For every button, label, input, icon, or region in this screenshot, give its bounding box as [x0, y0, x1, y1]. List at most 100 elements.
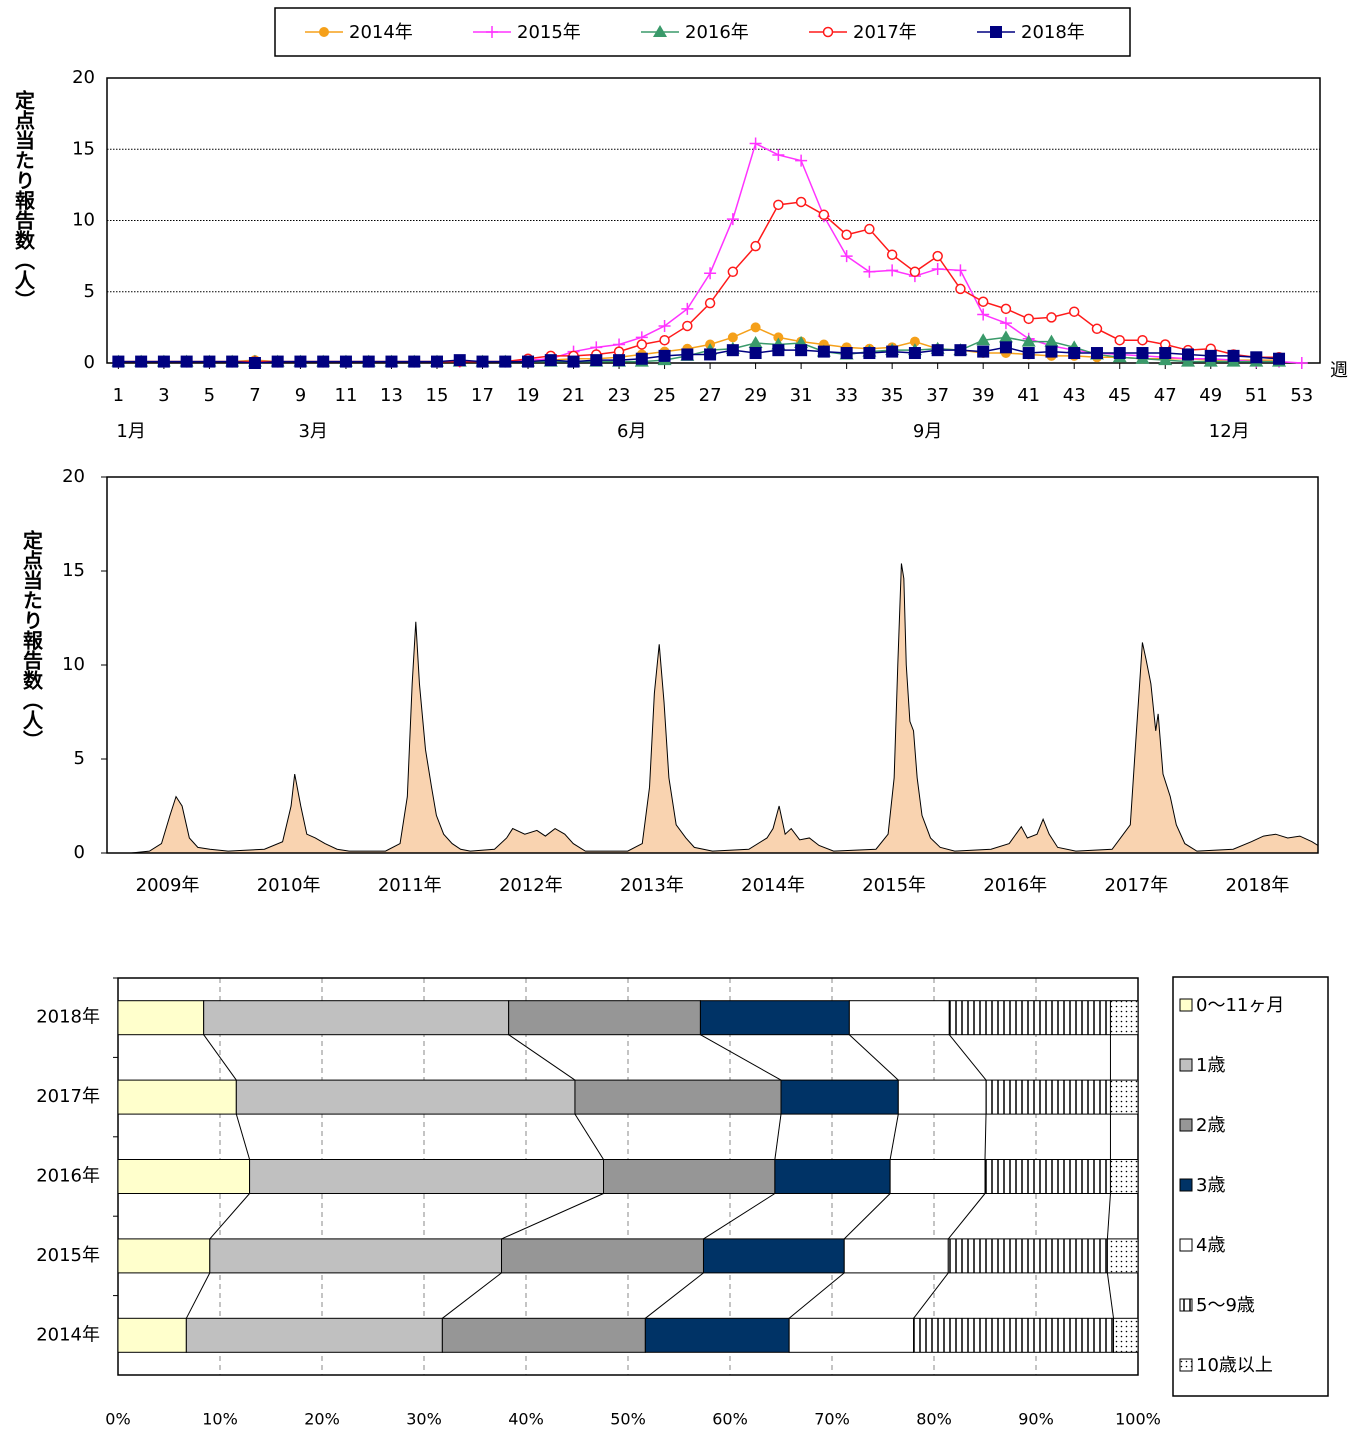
connector [185, 1272, 211, 1319]
marker [1136, 347, 1149, 360]
marker [932, 250, 943, 262]
marker [773, 199, 784, 211]
x-tick-label: 37 [926, 385, 949, 406]
marker [1023, 313, 1034, 325]
marker [385, 355, 398, 368]
marker [635, 352, 648, 365]
marker [681, 348, 694, 361]
x-tick-label: 5 [204, 385, 215, 406]
marker [653, 25, 667, 37]
bar-segment [984, 1159, 1111, 1194]
y-tick-label: 15 [62, 560, 85, 581]
y-axis-title: 定点当たり報告数（人） [20, 529, 44, 750]
marker [822, 26, 834, 38]
marker [1137, 334, 1148, 346]
legend-label: 3歳 [1196, 1175, 1225, 1196]
legend-swatch [1179, 1358, 1193, 1372]
marker [317, 355, 330, 368]
marker [476, 355, 489, 368]
bar-segment [574, 1079, 782, 1115]
connector [948, 1034, 987, 1081]
x-tick-label: 2009年 [136, 875, 200, 896]
bar-segment [1113, 1317, 1139, 1353]
connector [889, 1114, 899, 1160]
bar-segment [1109, 1079, 1139, 1115]
legend-label: 2018年 [1021, 22, 1085, 43]
marker [1273, 352, 1286, 365]
marker [1158, 353, 1173, 366]
marker [636, 339, 648, 350]
bar-segment [508, 1000, 701, 1036]
marker [1046, 312, 1057, 323]
bar-segment [848, 1000, 950, 1036]
x-tick-label: 25 [653, 385, 676, 406]
marker [977, 308, 990, 321]
marker [1113, 347, 1126, 360]
marker [727, 266, 739, 278]
marker [1022, 347, 1035, 360]
bar-segment [441, 1317, 646, 1353]
x-tick-label: 51 [1245, 385, 1268, 406]
marker [613, 354, 626, 367]
connector [1106, 1272, 1115, 1319]
legend-swatch [1179, 1298, 1193, 1312]
y-tick-label: 2016年 [36, 1166, 100, 1187]
x-tick-label: 13 [380, 385, 403, 406]
bar-segment [1106, 1238, 1139, 1274]
marker [1021, 334, 1036, 347]
connector [788, 1272, 845, 1319]
x-tick-label: 9 [295, 385, 306, 406]
marker [319, 27, 329, 37]
marker [1090, 347, 1103, 360]
marker [704, 297, 716, 309]
marker [135, 355, 148, 368]
connector [774, 1114, 782, 1160]
connector [849, 1034, 899, 1081]
y-tick-label: 20 [62, 466, 85, 487]
marker [226, 355, 239, 368]
x-tick-label: 70% [814, 1410, 850, 1429]
month-label: 9月 [913, 421, 942, 442]
bar-segment [889, 1159, 986, 1194]
connector [209, 1193, 250, 1240]
marker [1181, 354, 1196, 367]
marker [704, 348, 717, 361]
marker [795, 344, 808, 357]
legend-swatch [1179, 1118, 1193, 1132]
connector [700, 1034, 782, 1081]
x-tick-label: 0% [105, 1410, 130, 1429]
x-tick-label: 2010年 [257, 875, 321, 896]
bar-segment [117, 1000, 205, 1036]
marker [180, 355, 193, 368]
x-tick-label: 19 [517, 385, 540, 406]
y-axis-title: 定点当たり報告数（人） [12, 89, 36, 310]
y-tick-label: 10 [72, 210, 95, 231]
bar-segment [209, 1238, 503, 1274]
month-label: 3月 [298, 421, 327, 442]
marker [841, 229, 852, 240]
marker [486, 26, 498, 38]
marker [567, 355, 580, 368]
y-tick-label: 5 [74, 748, 85, 769]
legend-swatch [1179, 998, 1193, 1012]
x-tick-label: 29 [744, 385, 767, 406]
connector [501, 1193, 604, 1240]
y-tick-label: 2018年 [36, 1007, 100, 1028]
y-tick-label: 0 [84, 352, 95, 373]
y-tick-label: 20 [72, 67, 95, 88]
legend-label: 2歳 [1196, 1115, 1225, 1136]
bar-segment [117, 1317, 187, 1353]
marker [271, 355, 284, 368]
connector [984, 1114, 987, 1160]
marker [1250, 351, 1263, 364]
marker [795, 196, 807, 208]
marker [909, 336, 920, 347]
x-tick-label: 23 [608, 385, 631, 406]
bar-segment [644, 1317, 790, 1353]
marker [931, 344, 944, 357]
marker [990, 26, 1002, 38]
marker [954, 264, 967, 277]
marker [840, 347, 853, 360]
